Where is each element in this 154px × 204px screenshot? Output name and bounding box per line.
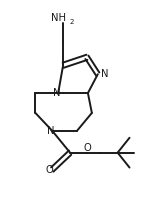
Text: NH: NH bbox=[51, 13, 66, 23]
Text: N: N bbox=[53, 88, 60, 98]
Text: O: O bbox=[83, 143, 91, 153]
Text: N: N bbox=[47, 126, 55, 136]
Text: 2: 2 bbox=[69, 19, 74, 24]
Text: N: N bbox=[101, 69, 108, 79]
Text: O: O bbox=[45, 165, 53, 175]
